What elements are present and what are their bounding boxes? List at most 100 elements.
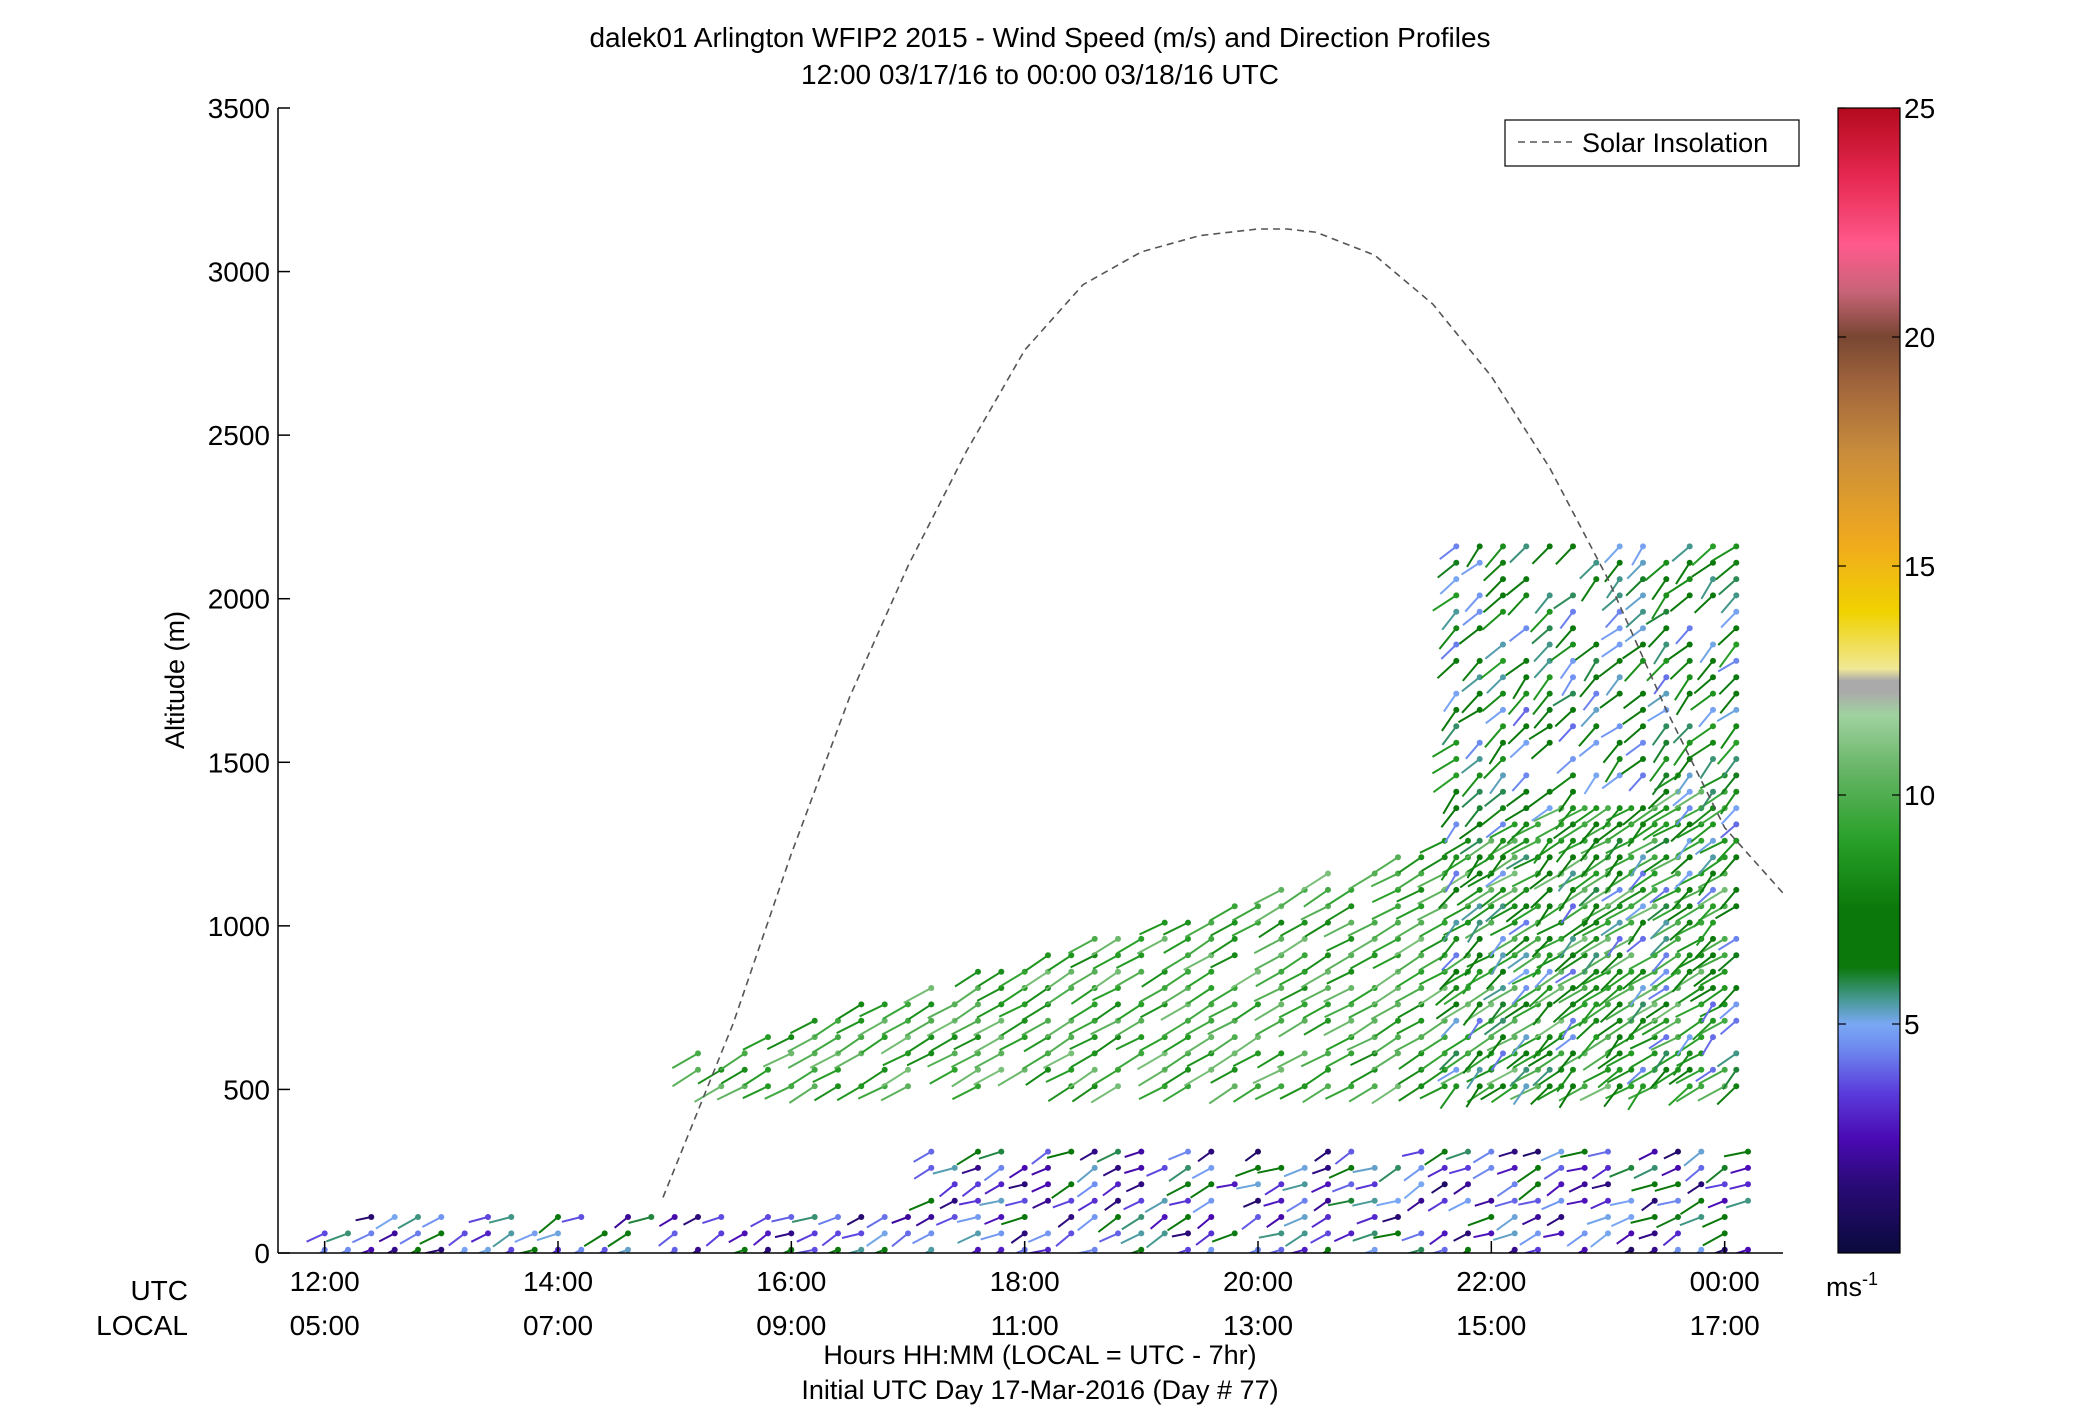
wind-barb-shaft xyxy=(1582,1068,1609,1084)
wind-barb-shaft xyxy=(1651,725,1668,746)
wind-barb-point xyxy=(905,1083,911,1090)
wind-barb-shaft xyxy=(1021,1019,1049,1037)
wind-barb-shaft xyxy=(1674,790,1702,809)
wind-barb-point xyxy=(1488,1148,1495,1155)
wind-barb-point xyxy=(1581,805,1588,812)
wind-barb-point xyxy=(508,1214,515,1220)
wind-barb-point xyxy=(1570,935,1576,942)
wind-barb-point xyxy=(1558,1181,1565,1188)
wind-barb-point xyxy=(998,1148,1005,1155)
wind-barb-point xyxy=(1640,854,1646,861)
wind-barb-shaft xyxy=(1603,1085,1621,1108)
wind-barb-point xyxy=(1616,985,1623,991)
wind-barb-shaft xyxy=(1605,856,1621,878)
wind-barb-point xyxy=(1325,1164,1331,1171)
wind-barb-point xyxy=(1546,1083,1553,1090)
wind-barb-point xyxy=(1115,1181,1121,1188)
wind-barb-shaft xyxy=(1162,1019,1189,1038)
wind-barb-point xyxy=(1395,919,1401,926)
wind-barb-point xyxy=(1395,1083,1401,1090)
wind-barb-point xyxy=(1068,1034,1075,1041)
wind-barb-point xyxy=(1511,1066,1518,1073)
wind-barb-shaft xyxy=(1076,1183,1096,1198)
wind-barb-shaft xyxy=(1628,774,1644,792)
wind-barb-point xyxy=(1476,903,1483,910)
x-tick-label-local: 13:00 xyxy=(1223,1310,1293,1341)
wind-barb-shaft xyxy=(1667,905,1691,922)
wind-barb-shaft xyxy=(1254,954,1282,971)
wind-barb-shaft xyxy=(1690,692,1714,711)
wind-barb-point xyxy=(1733,576,1740,583)
wind-barb-point xyxy=(1640,1017,1646,1024)
wind-barb-shaft xyxy=(1601,807,1621,830)
wind-barb-point xyxy=(1301,1181,1308,1188)
wind-barb-shaft xyxy=(468,1216,489,1224)
wind-barb-point xyxy=(1686,772,1693,779)
wind-barb-shaft xyxy=(1531,627,1551,645)
wind-barb-shaft xyxy=(742,1036,769,1051)
wind-barb-shaft xyxy=(1601,643,1621,658)
wind-barb-point xyxy=(1068,952,1075,959)
wind-barb-point xyxy=(1231,952,1238,959)
wind-barb-point xyxy=(1091,1214,1098,1220)
wind-barb-point xyxy=(1395,1214,1401,1220)
wind-barb-point xyxy=(1628,1214,1635,1220)
wind-barb-point xyxy=(1500,968,1506,975)
wind-barb-shaft xyxy=(1697,954,1726,970)
wind-barb-point xyxy=(1523,690,1530,697)
wind-barb-point xyxy=(1511,1164,1518,1171)
wind-barb-shaft xyxy=(1396,1019,1422,1035)
wind-barb-point xyxy=(1465,1148,1471,1155)
wind-barb-shaft xyxy=(1652,889,1679,904)
wind-barb-shaft xyxy=(1486,1036,1516,1052)
wind-barb-point xyxy=(1535,1246,1541,1253)
wind-barb-shaft xyxy=(1507,692,1528,716)
wind-barb-shaft xyxy=(1483,790,1504,807)
wind-barb-shaft xyxy=(1349,954,1376,970)
wind-barb-shaft xyxy=(1304,954,1329,972)
wind-barb-shaft xyxy=(1349,987,1376,1004)
wind-barb-shaft xyxy=(1677,1019,1702,1038)
wind-barb-point xyxy=(1721,886,1728,893)
wind-barb-shaft xyxy=(1511,987,1528,1005)
wind-barb-shaft xyxy=(923,1248,932,1253)
wind-barb-shaft xyxy=(1427,1199,1446,1212)
wind-barb-point xyxy=(368,1214,375,1220)
wind-barb-shaft xyxy=(999,970,1026,988)
wind-barb-shaft xyxy=(1578,741,1597,757)
wind-barb-point xyxy=(1441,1164,1448,1171)
wind-barb-point xyxy=(1511,886,1518,893)
wind-barb-shaft xyxy=(1371,888,1399,904)
wind-barb-shaft xyxy=(1651,872,1679,888)
wind-barb-point xyxy=(1640,576,1646,583)
wind-barb-shaft xyxy=(1286,1199,1306,1213)
wind-barb-point xyxy=(1453,625,1460,632)
wind-barb-shaft xyxy=(1114,1019,1142,1038)
wind-barb-point xyxy=(1616,592,1623,599)
wind-barb-shaft xyxy=(1700,578,1714,600)
wind-barb-point xyxy=(1511,1214,1518,1220)
wind-barb-point xyxy=(671,1246,678,1253)
wind-barb-point xyxy=(1301,1017,1308,1024)
wind-barb-point xyxy=(1476,625,1483,632)
wind-barb-point xyxy=(1418,1148,1425,1155)
wind-barb-shaft xyxy=(907,1003,932,1021)
wind-barb-point xyxy=(1640,935,1646,942)
wind-barb-point xyxy=(1593,657,1600,664)
wind-barb-shaft xyxy=(1021,970,1049,990)
wind-barb-shaft xyxy=(836,1019,862,1034)
wind-barb-point xyxy=(1091,1148,1098,1155)
wind-barb-shaft xyxy=(1511,839,1539,855)
wind-barb-shaft xyxy=(1136,938,1166,955)
wind-barb-shaft xyxy=(1622,692,1644,710)
colorbar-unit: ms-1 xyxy=(1826,1269,1878,1302)
wind-barb-shaft xyxy=(1511,872,1539,888)
wind-barb-point xyxy=(1628,1083,1635,1090)
wind-barb-shaft xyxy=(1628,1068,1656,1085)
wind-barb-shaft xyxy=(1696,889,1714,905)
wind-barb-point xyxy=(998,968,1005,975)
wind-barb-shaft xyxy=(1025,1068,1049,1086)
wind-barb-shaft xyxy=(1300,872,1329,892)
wind-barb-shaft xyxy=(1024,1003,1049,1020)
wind-barb-shaft xyxy=(1459,839,1481,855)
